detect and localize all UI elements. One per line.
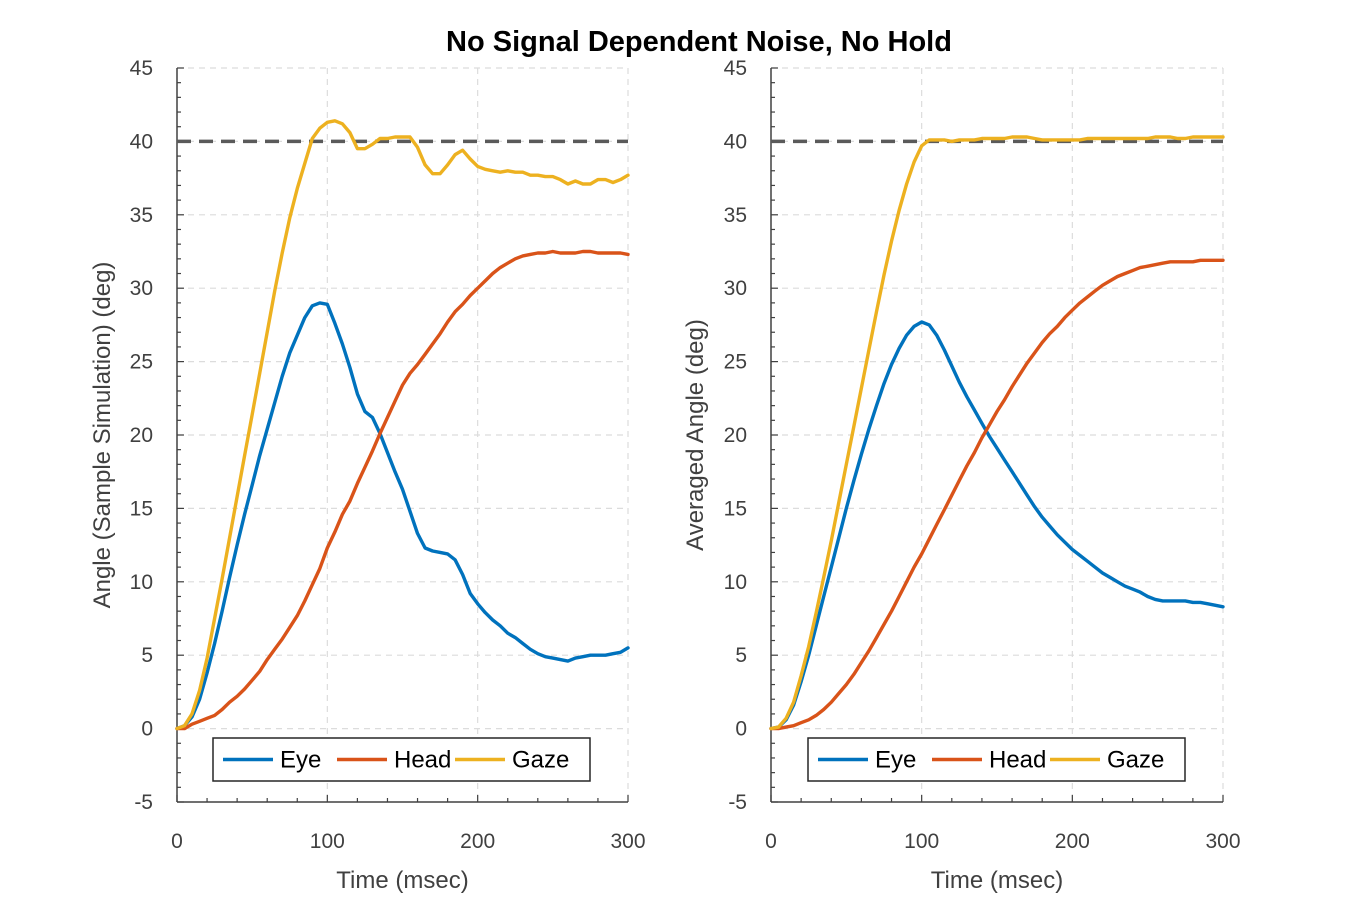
series-line-gaze (175, 119, 630, 731)
legend-label-eye: Eye (280, 747, 321, 774)
legend-box (807, 737, 1186, 782)
y-tick-label: -5 (134, 791, 153, 814)
y-tick-label: 0 (735, 718, 747, 741)
legend-label-gaze: Gaze (1107, 747, 1164, 774)
series-line-eye (769, 320, 1225, 731)
x-axis-label: Time (msec) (931, 867, 1063, 894)
y-axis-label: Averaged Angle (deg) (682, 319, 709, 551)
series-line-head (769, 258, 1225, 731)
x-tick-label: 0 (171, 830, 183, 853)
y-tick-label: 40 (724, 130, 747, 153)
left-panel: -5 0 5 10 15 20 25 30 35 40 45 0 100 200 300 Time (msec… (89, 57, 646, 894)
y-tick-label: 20 (130, 424, 153, 447)
legend-box (212, 737, 591, 782)
legend-label-eye: Eye (875, 747, 916, 774)
right-panel: -5 0 5 10 15 20 25 30 35 40 45 0 100 200 300 Time (msec… (682, 57, 1241, 894)
series-line-head (175, 249, 630, 731)
legend: Eye Head Gaze (212, 737, 591, 782)
x-tick-label: 300 (610, 830, 645, 853)
legend-label-gaze: Gaze (512, 747, 569, 774)
figure-title: No Signal Dependent Noise, No Hold (446, 26, 952, 58)
x-tick-label: 300 (1205, 830, 1240, 853)
y-tick-label: 5 (141, 644, 153, 667)
x-tick-label: 100 (310, 830, 345, 853)
x-tick-label: 100 (904, 830, 939, 853)
y-tick-label: 40 (130, 130, 153, 153)
y-tick-label: 30 (724, 277, 747, 300)
series-line-eye (175, 301, 630, 731)
y-tick-label: 45 (130, 57, 153, 80)
y-tick-label: 45 (724, 57, 747, 80)
y-tick-label: 30 (130, 277, 153, 300)
x-tick-label: 200 (460, 830, 495, 853)
legend-label-head: Head (989, 747, 1046, 774)
legend-label-head: Head (394, 747, 451, 774)
y-tick-label: 25 (724, 351, 747, 374)
y-tick-label: 10 (130, 571, 153, 594)
y-tick-label: 35 (130, 204, 153, 227)
x-tick-label: 0 (765, 830, 777, 853)
x-tick-label: 200 (1055, 830, 1090, 853)
series-line-gaze (769, 135, 1225, 731)
y-tick-label: 35 (724, 204, 747, 227)
y-tick-label: 20 (724, 424, 747, 447)
y-tick-label: 15 (130, 497, 153, 520)
y-tick-label: -5 (728, 791, 747, 814)
y-axis-label: Angle (Sample Simulation) (deg) (89, 262, 116, 609)
y-tick-label: 0 (141, 718, 153, 741)
legend: Eye Head Gaze (807, 737, 1186, 782)
x-axis-label: Time (msec) (336, 867, 468, 894)
y-tick-label: 10 (724, 571, 747, 594)
y-tick-label: 15 (724, 497, 747, 520)
y-tick-label: 25 (130, 351, 153, 374)
y-tick-label: 5 (735, 644, 747, 667)
